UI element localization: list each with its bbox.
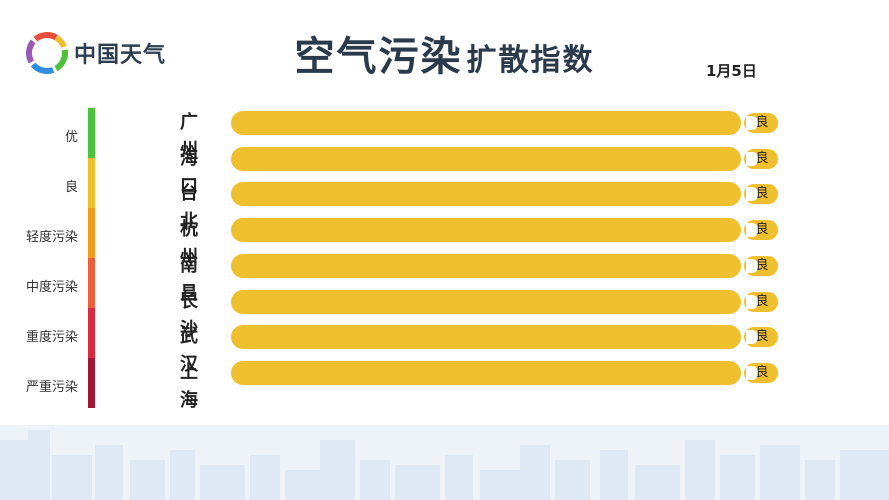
- city-label: 海口: [180, 147, 198, 197]
- scale-label: 严重污染: [25, 380, 78, 395]
- bar: [231, 325, 741, 350]
- level-label: 良: [755, 257, 769, 273]
- city-label: 台北: [180, 183, 198, 233]
- scale-segment: [88, 308, 95, 358]
- bar: [231, 360, 741, 385]
- title-sub: 扩散指数: [466, 43, 595, 78]
- bar: [231, 289, 741, 314]
- scale-label: 良: [64, 180, 78, 195]
- scale-segment: [88, 108, 95, 158]
- logo: 中国天气: [26, 32, 166, 74]
- scale-segment: [88, 358, 95, 408]
- bar: [231, 111, 741, 135]
- city-label: 广州: [180, 112, 198, 161]
- scale-label: 重度污染: [25, 330, 78, 345]
- level-label: 良: [755, 329, 769, 345]
- bar: [231, 146, 741, 171]
- level-label: 良: [755, 293, 769, 309]
- bar: [231, 182, 741, 207]
- city-label: 南昌: [180, 254, 198, 304]
- city-label: 上海: [180, 361, 198, 411]
- china-weather-logo-icon: [26, 32, 68, 74]
- level-badge: 良: [744, 148, 778, 169]
- scale-label: 轻度污染: [25, 230, 78, 245]
- title-main: 空气污染: [294, 34, 463, 80]
- level-badge: 良: [744, 220, 778, 241]
- level-badge: 良: [744, 291, 778, 312]
- level-badge: 良: [744, 184, 778, 205]
- bar: [231, 218, 741, 243]
- aqi-color-scale: [88, 108, 95, 408]
- level-label: 良: [755, 115, 769, 130]
- level-label: 良: [755, 186, 769, 202]
- level-badge: 良: [744, 362, 778, 383]
- city-label: 杭州: [180, 219, 198, 269]
- city-label: 武汉: [180, 326, 198, 376]
- scale-segment: [88, 258, 95, 308]
- level-badge: 良: [744, 113, 778, 133]
- level-label: 良: [755, 150, 769, 166]
- logo-text: 中国天气: [74, 43, 167, 68]
- level-badge: 良: [744, 255, 778, 276]
- scale-label: 中度污染: [25, 280, 78, 295]
- city-label: 长沙: [180, 290, 198, 340]
- level-label: 良: [755, 222, 769, 238]
- scale-label: 优: [64, 130, 78, 145]
- scale-segment: [88, 158, 95, 208]
- scale-segment: [88, 208, 95, 258]
- level-badge: 良: [744, 327, 778, 348]
- date-label: 1月5日: [706, 62, 757, 80]
- bar: [231, 253, 741, 278]
- level-label: 良: [755, 364, 769, 380]
- page-title: 空气污染 扩散指数: [0, 24, 889, 82]
